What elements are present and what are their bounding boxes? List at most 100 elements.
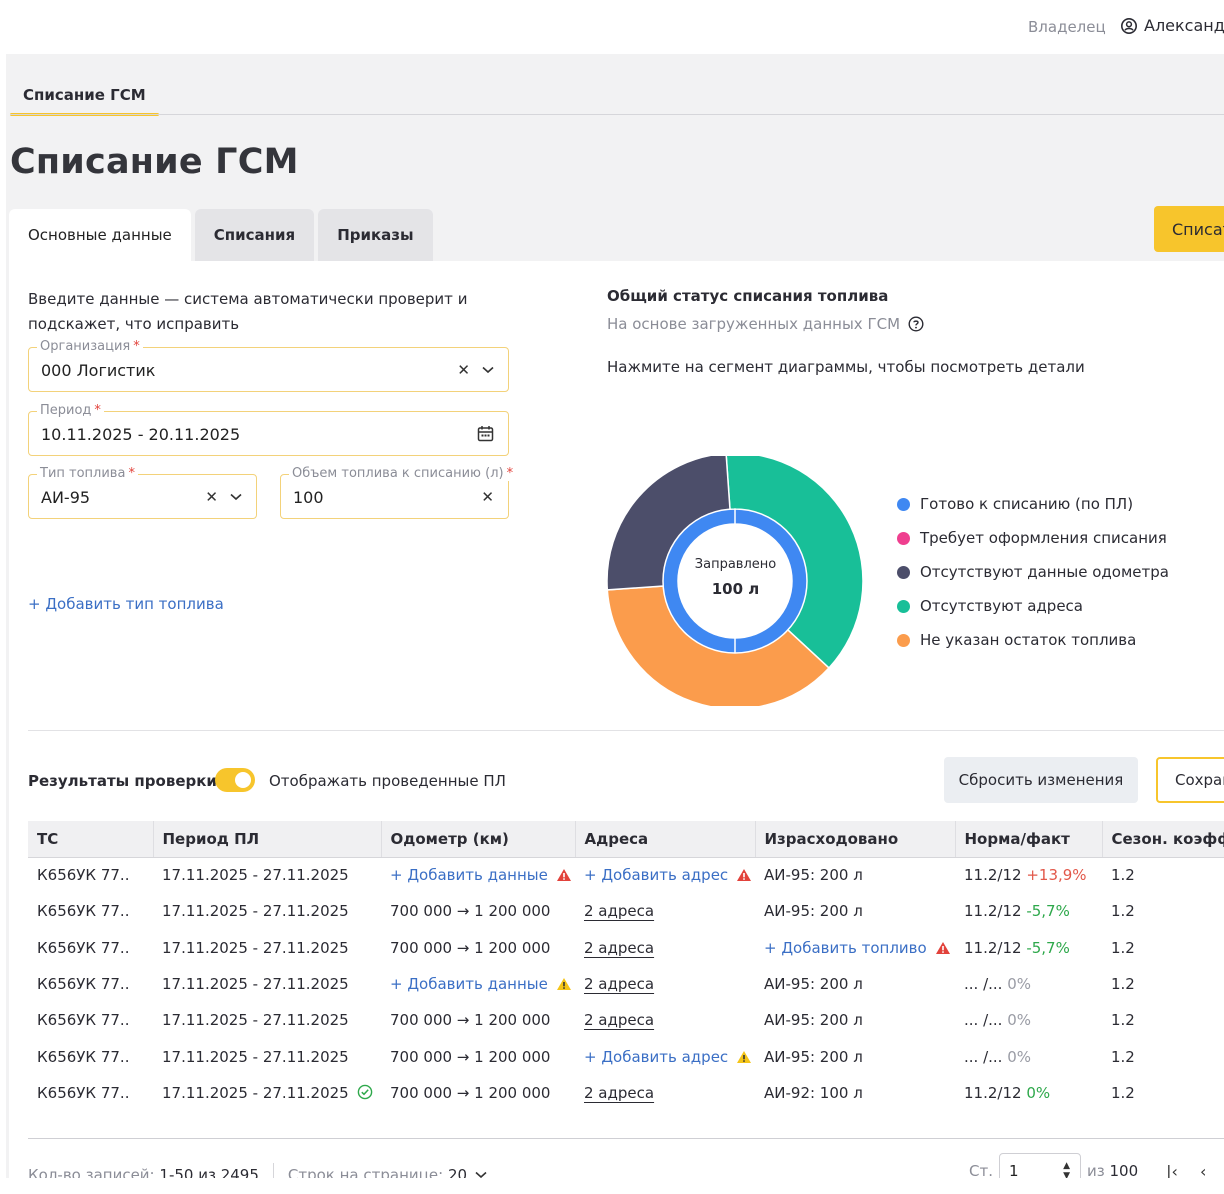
cell-season: 1.2 (1111, 975, 1135, 994)
cell-norm: ... /... 0% (964, 1047, 1032, 1066)
page-stepper-icon[interactable]: ▲ ▼ (1063, 1161, 1070, 1178)
table-row[interactable]: К656УК 77.. 17.11.2025 - 27.11.2025 700 00… (28, 930, 1224, 966)
period-field[interactable]: Период * 10.11.2025 - 20.11.2025 (28, 403, 509, 456)
tab-orders[interactable]: Приказы (318, 209, 433, 261)
column-header-consumed[interactable]: Израсходовано (754, 821, 955, 858)
main-card: Введите данные — система автоматически п… (9, 261, 1224, 1178)
donut-svg[interactable] (606, 452, 867, 710)
app-frame: Списание ГСМ Списание ГСМ Основные данны… (6, 54, 1224, 1178)
show-completed-toggle[interactable] (215, 768, 255, 792)
user-role: Владелец (1028, 18, 1106, 36)
cell-consumed: АИ-95: 200 л (764, 1011, 863, 1030)
column-header-period[interactable]: Период ПЛ (152, 821, 381, 858)
chevron-down-icon[interactable] (475, 1171, 487, 1178)
help-icon[interactable] (908, 316, 924, 332)
warning-icon (556, 978, 571, 991)
legend-swatch (897, 531, 910, 545)
fuel-type-field[interactable]: Тип топлива * АИ-95 ✕ (28, 466, 257, 519)
writeoff-button[interactable]: Списать (1154, 206, 1224, 252)
cell-odometer[interactable]: + Добавить данные (381, 857, 575, 893)
table-row[interactable]: К656УК 77.. 17.11.2025 - 27.11.2025 + Доба… (28, 966, 1224, 1002)
cell-vehicle: К656УК 77.. (37, 902, 130, 921)
first-page-icon[interactable]: |‹ (1166, 1161, 1178, 1179)
legend-item[interactable]: Отсутствуют адреса (897, 589, 1169, 623)
cell-vehicle: К656УК 77.. (37, 1083, 130, 1102)
table-row[interactable]: К656УК 77.. 17.11.2025 - 27.11.2025 + Доба… (28, 857, 1224, 893)
table-row[interactable]: К656УК 77.. 17.11.2025 - 27.11.2025 700 00… (28, 1002, 1224, 1038)
cell-addresses[interactable]: 2 адреса (584, 1083, 655, 1102)
save-button[interactable]: Сохранить (1156, 757, 1224, 803)
calendar-icon[interactable] (477, 425, 494, 442)
clear-icon[interactable]: ✕ (457, 361, 470, 379)
fuel-volume-field[interactable]: Объем топлива к списанию (л) * 100 ✕ (280, 466, 517, 519)
cell-addresses[interactable]: 2 адреса (584, 938, 655, 957)
cell-norm: 11.2/12 0% (964, 1083, 1051, 1102)
cell-addresses[interactable]: 2 адреса (584, 902, 655, 921)
organization-field[interactable]: Организация * 000 Логистик ✕ (28, 339, 509, 392)
cell-consumed: АИ-92: 100 л (764, 1083, 863, 1102)
tab-writeoffs[interactable]: Списания (194, 209, 315, 261)
cell-vehicle: К656УК 77.. (37, 866, 130, 885)
user-menu[interactable]: Александр (1120, 16, 1224, 35)
column-header-norm[interactable]: Норма/факт (954, 821, 1102, 858)
legend-label: Отсутствуют данные одометра (920, 563, 1169, 581)
records-value: 1-50 из 2495 (159, 1166, 259, 1178)
cell-norm: 11.2/12 -5,7% (964, 938, 1070, 957)
status-hint: Нажмите на сегмент диаграммы, чтобы посм… (607, 358, 1085, 376)
show-completed-label: Отображать проведенные ПЛ (269, 772, 506, 790)
legend-item[interactable]: Требует оформления списания (897, 521, 1169, 555)
records-info: Кол-во записей: 1-50 из 2495 Строк на ст… (28, 1163, 487, 1178)
legend-item[interactable]: Не указан остаток топлива (897, 623, 1169, 657)
fuel-type-value: АИ-95 (41, 488, 91, 507)
rows-per-page-control[interactable]: Строк на странице: 20 (288, 1166, 487, 1178)
column-header-season[interactable]: Сезон. коэфф. (1101, 821, 1224, 858)
table-row[interactable]: К656УК 77.. 17.11.2025 - 27.11.2025 700 00… (28, 893, 1224, 929)
rows-per-page-label: Строк на странице: (287, 1166, 444, 1178)
cell-consumed: АИ-95: 200 л (764, 1047, 863, 1066)
check-circle-icon (357, 1084, 373, 1100)
cell-addresses[interactable]: 2 адреса (584, 1011, 655, 1030)
legend-item[interactable]: Отсутствуют данные одометра (897, 555, 1169, 589)
chevron-down-icon[interactable] (482, 366, 494, 374)
cell-consumed[interactable]: + Добавить топливо (755, 930, 955, 966)
form-hint: Введите данные — система автоматически п… (28, 290, 468, 333)
donut-center-label: Заправлено (694, 557, 777, 572)
clear-icon[interactable]: ✕ (481, 488, 494, 506)
subtabs: Основные данные Списания Приказы (9, 209, 433, 261)
page-tab-fuel-writeoff[interactable]: Списание ГСМ (10, 78, 159, 116)
tab-main-data[interactable]: Основные данные (9, 209, 191, 261)
legend-item[interactable]: Готово к списанию (по ПЛ) (897, 487, 1169, 521)
fuel-volume-label: Объем топлива к списанию (л) * (289, 466, 517, 481)
table-row[interactable]: К656УК 77.. 17.11.2025 - 27.11.2025 700 00… (28, 1038, 1224, 1074)
column-header-addresses[interactable]: Адреса (574, 821, 755, 858)
cell-vehicle: К656УК 77.. (37, 1011, 130, 1030)
user-name: Александр (1144, 16, 1224, 35)
column-header-odometer[interactable]: Одометр (км) (380, 821, 575, 858)
period-label: Период * (37, 403, 104, 418)
cell-addresses[interactable]: + Добавить адрес (575, 857, 755, 893)
clear-icon[interactable]: ✕ (205, 488, 218, 506)
cell-vehicle: К656УК 77.. (37, 975, 130, 994)
cell-odometer: 700 000 → 1 200 000 (390, 902, 551, 921)
prev-page-icon[interactable]: ‹ (1199, 1161, 1207, 1179)
page-title: Списание ГСМ (10, 142, 299, 182)
cell-period: 17.11.2025 - 27.11.2025 (162, 1047, 349, 1066)
column-header-vehicle[interactable]: ТС (28, 821, 153, 858)
donut-center (679, 525, 791, 637)
warning-icon (737, 1050, 752, 1063)
cell-vehicle: К656УК 77.. (37, 1047, 130, 1066)
cell-period: 17.11.2025 - 27.11.2025 (162, 866, 349, 885)
page-number-input[interactable]: 1 ▲ ▼ (998, 1153, 1081, 1178)
reset-changes-button[interactable]: Сбросить изменения (944, 757, 1138, 803)
table-row[interactable]: К656УК 77.. 17.11.2025 - 27.11.2025 700 00… (28, 1075, 1224, 1111)
cell-addresses[interactable]: + Добавить адрес (575, 1038, 755, 1074)
add-fuel-type-link[interactable]: + Добавить тип топлива (28, 595, 224, 613)
status-donut-chart[interactable]: Заправлено 100 л (606, 452, 867, 710)
cell-vehicle: К656УК 77.. (37, 938, 130, 957)
donut-segment[interactable] (662, 508, 808, 654)
chevron-down-icon[interactable] (230, 493, 242, 501)
of-label: из (1086, 1162, 1105, 1178)
cell-odometer[interactable]: + Добавить данные (381, 966, 575, 1002)
cell-addresses[interactable]: 2 адреса (584, 975, 655, 994)
legend-swatch (897, 599, 910, 613)
